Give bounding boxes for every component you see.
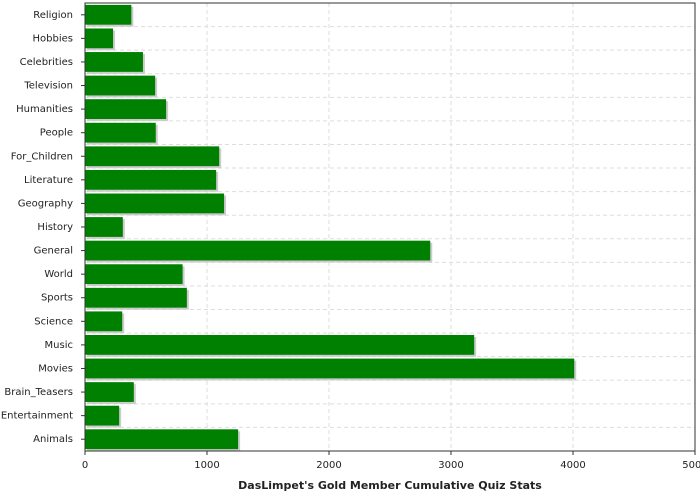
y-tick-label: General	[34, 246, 73, 257]
y-tick-label: Television	[23, 81, 73, 92]
y-tick-label: Literature	[24, 175, 73, 186]
y-tick-label: Humanities	[16, 104, 73, 115]
y-tick-label: Movies	[38, 363, 73, 374]
y-tick-label: Sports	[41, 293, 73, 304]
bar	[85, 217, 123, 237]
bar	[85, 28, 114, 49]
y-tick-label: History	[37, 222, 73, 233]
bar	[85, 405, 120, 426]
bar	[85, 52, 143, 72]
x-tick-label: 5000	[682, 460, 700, 471]
y-tick-label: Animals	[33, 434, 73, 445]
y-tick-label: Celebrities	[20, 57, 73, 68]
bar	[85, 311, 123, 332]
bar	[85, 75, 156, 96]
bar	[85, 264, 183, 285]
y-tick-label: Geography	[18, 198, 73, 209]
bar	[85, 4, 132, 25]
bar	[85, 193, 225, 214]
y-tick-label: Music	[45, 340, 73, 351]
bar	[85, 358, 575, 379]
bar	[85, 334, 475, 355]
x-tick-label: 1000	[194, 460, 219, 471]
y-tick-label: Hobbies	[33, 33, 73, 44]
bar	[85, 287, 187, 308]
bar	[85, 382, 134, 402]
bar	[85, 429, 239, 450]
x-tick-label: 0	[82, 460, 88, 471]
y-tick-label: Religion	[33, 10, 73, 21]
chart-title: DasLimpet's Gold Member Cumulative Quiz …	[238, 479, 542, 492]
x-tick-label: 3000	[438, 460, 463, 471]
bar	[85, 169, 217, 190]
y-tick-label: For_Children	[11, 151, 73, 162]
y-tick-label: Brain_Teasers	[4, 387, 73, 398]
bar	[85, 99, 167, 120]
bar	[85, 122, 156, 143]
bar	[85, 240, 431, 261]
x-tick-label: 4000	[560, 460, 585, 471]
y-tick-label: World	[44, 269, 73, 280]
y-tick-label: People	[40, 128, 73, 139]
y-tick-label: Science	[34, 316, 73, 327]
x-tick-label: 2000	[316, 460, 341, 471]
bar	[85, 146, 220, 167]
y-tick-label: Entertainment	[1, 411, 73, 422]
plot-frame	[84, 2, 696, 452]
